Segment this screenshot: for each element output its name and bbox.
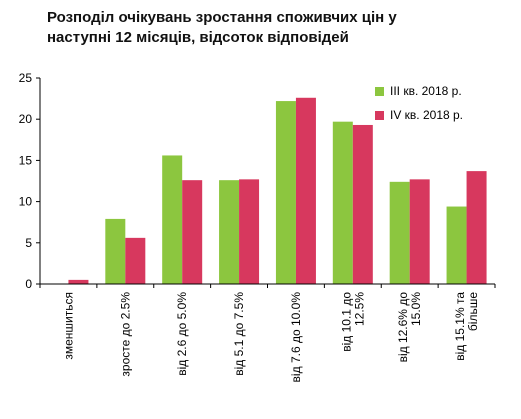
bar-q3-2018 xyxy=(389,181,410,284)
chart-title: Розподіл очікувань зростання споживчих ц… xyxy=(47,8,507,48)
x-tick-label: від 12.6% до15.0% xyxy=(396,292,423,363)
bar-q4-2018 xyxy=(239,179,260,284)
bar-q3-2018 xyxy=(275,101,296,285)
legend-label: IV кв. 2018 р. xyxy=(390,108,463,122)
x-tick-label-line: зменшиться xyxy=(61,292,75,360)
bar-q4-2018 xyxy=(466,171,487,284)
x-tick-label-line: від 5.1 до 7.5% xyxy=(232,292,246,376)
bars xyxy=(68,97,487,285)
x-tick-label-line: від 12.6% до xyxy=(396,292,410,363)
bar-q4-2018 xyxy=(182,180,203,284)
y-tick-label: 5 xyxy=(25,236,32,250)
legend-swatch xyxy=(375,111,384,120)
y-tick-label: 25 xyxy=(19,71,33,85)
bar-q3-2018 xyxy=(162,155,183,284)
bar-q4-2018 xyxy=(295,97,316,284)
chart-title-line-2: наступні 12 місяців, відсоток відповідей xyxy=(47,29,349,46)
x-tick-label: від 2.6 до 5.0% xyxy=(175,292,189,376)
bar-q4-2018 xyxy=(68,279,89,284)
bar-q3-2018 xyxy=(105,218,126,284)
bar-q3-2018 xyxy=(219,180,240,284)
bar-q4-2018 xyxy=(409,179,430,284)
legend-label: III кв. 2018 р. xyxy=(390,84,462,98)
y-tick-label: 0 xyxy=(25,277,32,291)
bar-q4-2018 xyxy=(125,237,146,284)
x-tick-label: зросте до 2.5% xyxy=(118,292,132,377)
x-tick-label-line: від 15.1% та xyxy=(453,292,467,361)
legend: III кв. 2018 р. IV кв. 2018 р. xyxy=(375,84,463,122)
x-tick-label-line: зросте до 2.5% xyxy=(118,292,132,377)
chart-title-line-1: Розподіл очікувань зростання споживчих ц… xyxy=(47,9,397,26)
x-tick-label-line: від 7.6 до 10.0% xyxy=(289,292,303,383)
bar-q4-2018 xyxy=(352,124,373,284)
y-tick-label: 20 xyxy=(19,112,33,126)
x-tick-label-line: від 2.6 до 5.0% xyxy=(175,292,189,376)
x-tick-label: від 5.1 до 7.5% xyxy=(232,292,246,376)
x-tick-label-line: 15.0% xyxy=(409,292,423,326)
bar-q3-2018 xyxy=(332,121,353,284)
x-axis: зменшиться зросте до 2.5% від 2.6 до 5.0% в… xyxy=(39,283,496,383)
x-tick-label-line: 12.5% xyxy=(352,292,366,326)
x-tick-label: від 15.1% табільше xyxy=(453,292,480,361)
x-tick-label-line: більше xyxy=(466,292,480,331)
x-tick-label: від 10.1 до12.5% xyxy=(339,292,366,352)
x-tick-label: від 7.6 до 10.0% xyxy=(289,292,303,383)
x-tick-label: зменшиться xyxy=(61,292,75,360)
legend-swatch xyxy=(375,87,384,96)
y-axis: 0 5 10 15 20 25 xyxy=(19,71,41,291)
bar-q3-2018 xyxy=(446,206,467,284)
y-tick-label: 10 xyxy=(19,195,33,209)
y-tick-label: 15 xyxy=(19,153,33,167)
x-tick-label-line: від 10.1 до xyxy=(339,292,353,352)
